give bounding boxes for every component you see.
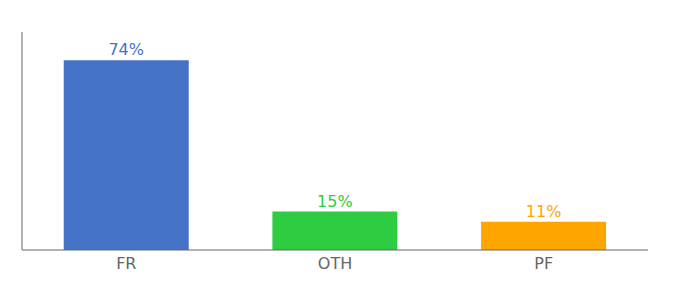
svg-text:74%: 74% bbox=[108, 40, 144, 59]
svg-text:11%: 11% bbox=[526, 202, 562, 221]
svg-text:PF: PF bbox=[534, 254, 553, 273]
svg-text:OTH: OTH bbox=[318, 254, 352, 273]
svg-text:FR: FR bbox=[116, 254, 136, 273]
svg-text:15%: 15% bbox=[317, 192, 353, 211]
